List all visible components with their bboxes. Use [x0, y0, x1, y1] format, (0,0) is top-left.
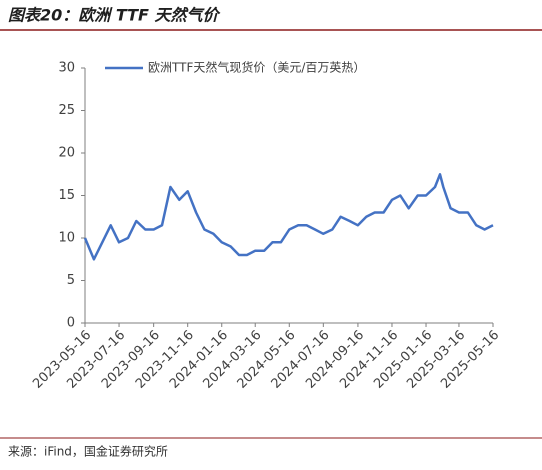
- y-tick-label: 10: [58, 231, 75, 246]
- source: 来源：iFind，国金证券研究所: [8, 444, 168, 459]
- y-tick-label: 30: [58, 61, 75, 76]
- y-tick-label: 0: [67, 316, 75, 331]
- y-tick-label: 25: [58, 103, 75, 118]
- legend-label: 欧洲TTF天然气现货价（美元/百万英热）: [148, 60, 365, 75]
- chart-title: 图表20：欧洲 TTF 天然气价: [8, 6, 222, 25]
- data-line: [83, 173, 494, 261]
- y-tick-label: 20: [58, 146, 75, 161]
- y-tick-label: 15: [58, 188, 75, 203]
- y-tick-label: 5: [67, 273, 75, 288]
